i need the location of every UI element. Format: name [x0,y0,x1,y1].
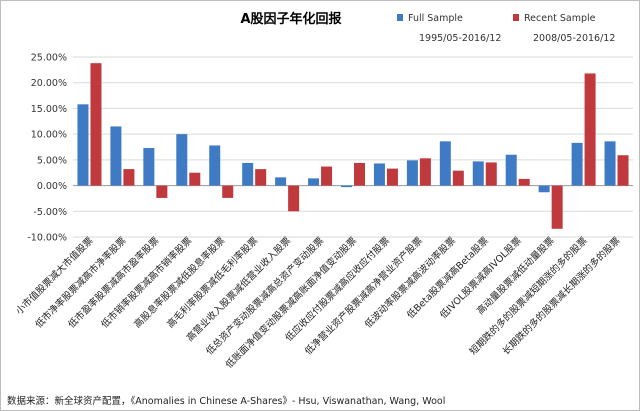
gridlines [73,56,633,238]
bar-recent-sample [584,73,596,186]
bar-recent-sample [452,170,464,186]
bar-recent-sample [255,169,267,186]
y-tick-label: -5.00% [33,207,67,218]
bar-recent-sample [518,178,530,186]
bar-recent-sample [288,185,300,212]
category-label: 短期跌的多的股票减短期涨的多的股票 [467,234,590,357]
bar-full-sample [176,134,188,186]
footer-source: 数据来源：新全球资产配置，《Anomalies in Chinese A-Sha… [7,395,445,407]
bar-full-sample [472,161,484,186]
y-tick-label: 5.00% [37,155,67,166]
bar-recent-sample [485,162,497,186]
chart-title: A股因子年化回报 [240,11,342,27]
y-tick-label: 10.00% [31,130,67,141]
category-label: 低总资产变动股票减高总资产变动股票 [203,234,326,357]
bar-full-sample [604,141,616,186]
bar-full-sample [209,145,221,186]
bar-full-sample [308,178,320,186]
bar-recent-sample [189,172,201,186]
bar-full-sample [110,126,122,186]
bar-full-sample [571,142,583,186]
bar-full-sample [242,162,254,186]
y-tick-label: 20.00% [31,78,67,89]
bar-recent-sample [156,185,168,198]
bars [77,63,629,229]
bar-recent-sample [321,166,333,186]
y-axis-ticks: -10.00% -5.00% 0.00% 5.00% 10.00% 15.00% 20.00… [27,53,67,244]
legend: Full Sample 1995/05-2016/12 Recent Sampl… [397,13,615,44]
category-label: 低净营业资产股票减高净营业资产股票 [302,234,425,357]
legend-swatch-full-sample [397,14,403,21]
bar-full-sample [505,154,517,186]
bar-recent-sample [419,158,431,186]
bar-recent-sample [551,185,563,229]
bar-full-sample [341,185,352,188]
legend-label-full-sample: Full Sample [408,13,463,24]
bar-recent-sample [617,155,629,186]
bar-recent-sample [123,169,135,186]
legend-swatch-recent-sample [513,14,519,21]
y-tick-label: 25.00% [31,53,67,64]
y-tick-label: 0.00% [37,181,67,192]
bar-recent-sample [90,63,102,186]
bar-full-sample [275,177,287,186]
legend-label-recent-sample: Recent Sample [524,13,596,24]
bar-full-sample [77,104,89,186]
category-labels: 小市值股票减大市值股票低市净率股票减高市净率股票低市盈率股票减高市盈率股票低市销… [13,234,623,370]
y-tick-label: 15.00% [31,104,67,115]
bar-full-sample [538,185,550,193]
y-tick-label: -10.00% [27,233,67,244]
bar-recent-sample [354,162,365,186]
bar-full-sample [143,148,155,186]
legend-period-full-sample: 1995/05-2016/12 [419,33,501,44]
category-label: 长期跌的多的股票减长期涨的多的股票 [500,234,623,357]
bar-full-sample [373,163,385,186]
legend-period-recent-sample: 2008/05-2016/12 [533,33,615,44]
bar-recent-sample [222,185,234,198]
bar-full-sample [439,141,451,186]
bar-full-sample [406,160,418,186]
bar-recent-sample [386,168,398,186]
